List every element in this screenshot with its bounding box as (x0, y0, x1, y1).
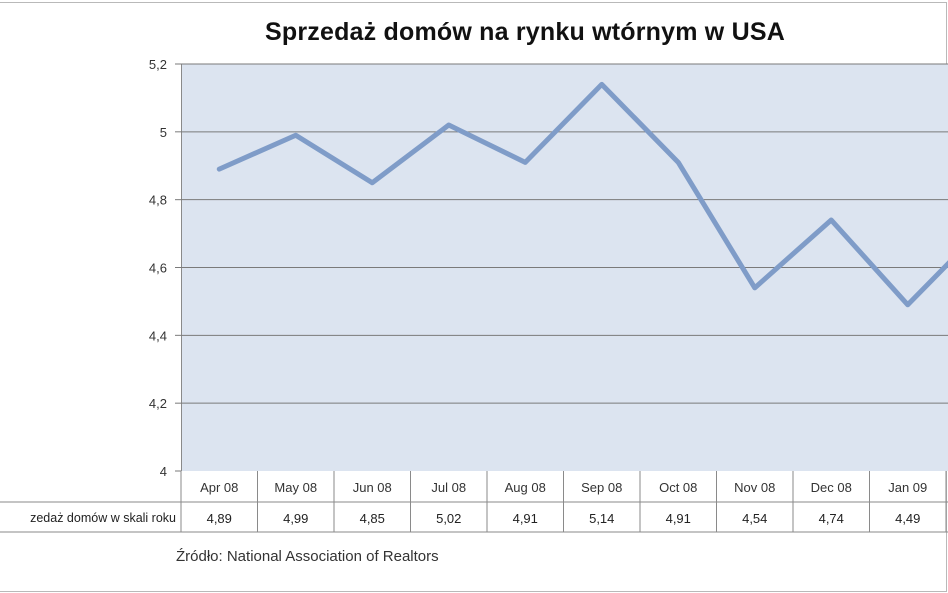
x-category-label: Oct 08 (659, 480, 697, 495)
data-table: Apr 08 4,89 May 08 4,99 Jun 08 4,85 Jul 08 5,02… (0, 471, 948, 533)
source-note: Źródło: National Association of Realtors (176, 548, 439, 565)
y-tick-label: 4,4 (149, 328, 167, 343)
gridlines (181, 63, 948, 404)
x-category-label: Sep 08 (581, 480, 622, 495)
x-category-label: Aug 08 (505, 480, 546, 495)
y-tick-label: 5 (160, 125, 167, 140)
y-tick-label: 4,2 (149, 396, 167, 411)
x-category-label: Apr 08 (200, 480, 238, 495)
series-line (216, 81, 948, 308)
table-value-cell: 4,91 (513, 511, 538, 526)
y-axis-ticks: 4 4,2 4,4 4,6 4,8 5 5,2 (149, 57, 181, 479)
y-tick-label: 5,2 (149, 57, 167, 72)
table-value-cell: 5,14 (589, 511, 614, 526)
table-value-cell: 4,91 (666, 511, 691, 526)
series-line-group (216, 81, 948, 308)
y-tick-label: 4,8 (149, 193, 167, 208)
x-category-label: Jul 08 (431, 480, 466, 495)
table-value-cell: 4,49 (895, 511, 920, 526)
table-row-label: zedaż domów w skali roku (30, 511, 176, 525)
table-value-cell: 4,99 (283, 511, 308, 526)
y-tick-label: 4,6 (149, 261, 167, 276)
table-value-cell: 5,02 (436, 511, 461, 526)
y-tick-label: 4 (160, 464, 167, 479)
x-category-label: May 08 (274, 480, 317, 495)
chart-title: Sprzedaż domów na rynku wtórnym w USA (265, 18, 785, 46)
table-value-cell: 4,54 (742, 511, 767, 526)
x-category-label: Jan 09 (888, 480, 927, 495)
x-category-label: Nov 08 (734, 480, 775, 495)
table-value-cell: 4,89 (207, 511, 232, 526)
x-category-label: Jun 08 (353, 480, 392, 495)
table-value-cell: 4,85 (360, 511, 385, 526)
x-category-label: Dec 08 (811, 480, 852, 495)
table-value-cell: 4,74 (819, 511, 844, 526)
